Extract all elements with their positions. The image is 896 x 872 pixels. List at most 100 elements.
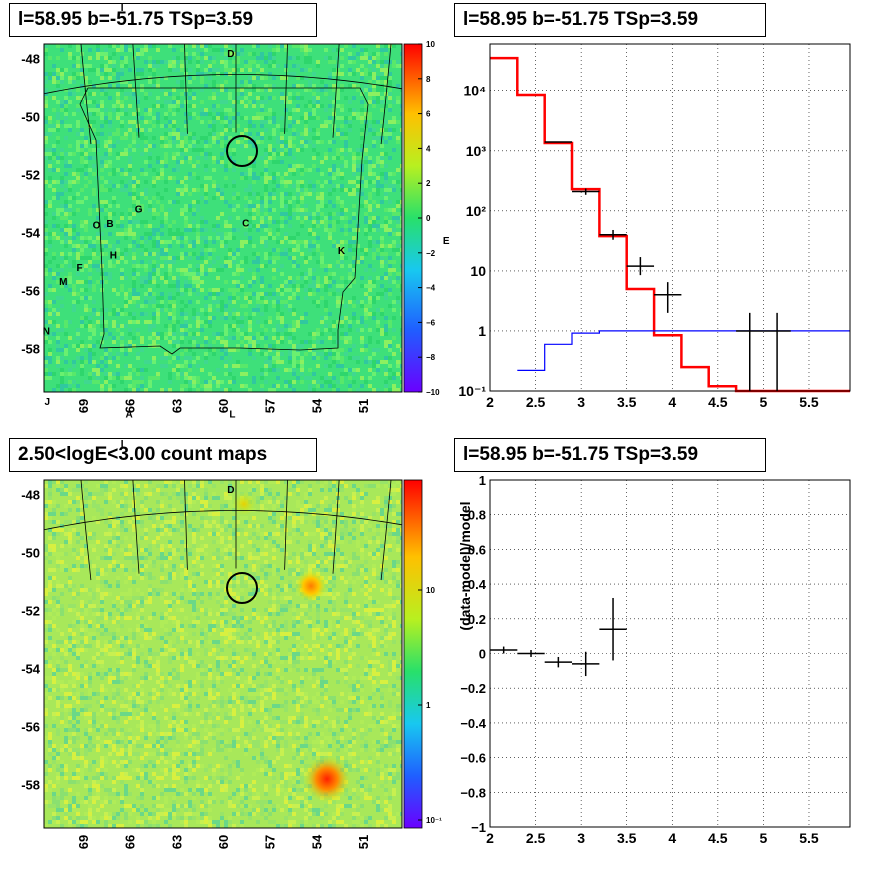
tl-map-pixel [188, 284, 192, 288]
tl-map-pixel [264, 228, 268, 232]
tl-map-pixel [84, 164, 88, 168]
tl-map-pixel [168, 100, 172, 104]
tl-map-pixel [64, 136, 68, 140]
tl-map-pixel [248, 340, 252, 344]
tl-map-pixel [284, 288, 288, 292]
tl-map-pixel [296, 192, 300, 196]
bl-map-pixel [388, 496, 392, 500]
bl-map-pixel [344, 592, 348, 596]
bl-map-pixel [152, 540, 156, 544]
tl-map-pixel [284, 284, 288, 288]
tl-map-pixel [116, 204, 120, 208]
tl-map-pixel [356, 156, 360, 160]
tl-map-pixel [140, 244, 144, 248]
tl-map-pixel [60, 176, 64, 180]
tl-map-pixel [180, 132, 184, 136]
tl-map-pixel [148, 152, 152, 156]
bl-map-pixel [64, 520, 68, 524]
tl-map-pixel [332, 72, 336, 76]
bl-map-pixel [328, 480, 332, 484]
tl-map-pixel [240, 260, 244, 264]
tl-map-pixel [360, 180, 364, 184]
tl-map-pixel [324, 220, 328, 224]
tl-map-pixel [336, 76, 340, 80]
tl-map-pixel [280, 224, 284, 228]
bl-map-pixel [48, 504, 52, 508]
bl-map-pixel [252, 556, 256, 560]
tl-map-pixel [340, 116, 344, 120]
tl-map-pixel [308, 212, 312, 216]
tl-map-pixel [88, 272, 92, 276]
tl-map-pixel [368, 340, 372, 344]
bl-map-pixel [300, 604, 304, 608]
tl-map-pixel [316, 364, 320, 368]
bl-map-pixel [364, 592, 368, 596]
bl-map-pixel [180, 528, 184, 532]
bl-map-pixel [264, 572, 268, 576]
tl-map-pixel [236, 96, 240, 100]
tl-map-pixel [352, 56, 356, 60]
tl-map-pixel [184, 52, 188, 56]
bl-map-pixel [332, 580, 336, 584]
tl-map-pixel [344, 240, 348, 244]
bl-map-pixel [68, 492, 72, 496]
tl-map-pixel [196, 280, 200, 284]
bl-map-pixel [120, 592, 124, 596]
bl-map-pixel [312, 600, 316, 604]
bl-map-pixel [220, 612, 224, 616]
bl-map-pixel [112, 552, 116, 556]
tl-map-pixel [348, 84, 352, 88]
tl-map-pixel [268, 176, 272, 180]
bl-map-pixel [224, 504, 228, 508]
bl-map-pixel [164, 520, 168, 524]
bl-map-pixel [368, 612, 372, 616]
tl-map-pixel [380, 108, 384, 112]
tl-map-pixel [340, 148, 344, 152]
bl-map-pixel [360, 512, 364, 516]
bl-map-pixel [296, 560, 300, 564]
tl-map-pixel [192, 308, 196, 312]
bl-map-pixel [376, 500, 380, 504]
tl-map-pixel [252, 68, 256, 72]
tl-map-pixel [296, 360, 300, 364]
tl-map-pixel [280, 132, 284, 136]
bl-map-pixel [304, 492, 308, 496]
tl-map-pixel [184, 348, 188, 352]
tl-map-pixel [368, 296, 372, 300]
tl-map-pixel [204, 240, 208, 244]
bl-map-pixel [104, 592, 108, 596]
tl-map-pixel [400, 236, 402, 240]
tl-map-pixel [304, 56, 308, 60]
tl-map-pixel [96, 376, 100, 380]
tl-map-pixel [312, 108, 316, 112]
bl-map-pixel [356, 604, 360, 608]
tl-map-pixel [344, 44, 348, 48]
tl-map-pixel [276, 160, 280, 164]
tl-map-pixel [224, 100, 228, 104]
tl-map-pixel [152, 84, 156, 88]
bl-map-pixel [384, 480, 388, 484]
bl-map-pixel [392, 568, 396, 572]
bl-map-pixel [352, 504, 356, 508]
tl-map-pixel [376, 256, 380, 260]
tl-map-pixel [340, 276, 344, 280]
tl-map-pixel [100, 240, 104, 244]
tl-map-pixel [380, 264, 384, 268]
bl-map-pixel [384, 548, 388, 552]
tl-map-pixel [64, 260, 68, 264]
tl-map-pixel [44, 308, 48, 312]
bl-map-pixel [272, 540, 276, 544]
tl-map-pixel [344, 232, 348, 236]
colorbar-tick-label: 2 [426, 179, 431, 188]
tl-map-pixel [56, 156, 60, 160]
tl-map-pixel [144, 48, 148, 52]
tl-map-pixel [124, 136, 128, 140]
tl-map-pixel [92, 148, 96, 152]
bl-map-pixel [128, 556, 132, 560]
tl-map-pixel [80, 340, 84, 344]
tl-map-pixel [208, 372, 212, 376]
tl-map-pixel [172, 220, 176, 224]
bl-map-pixel [208, 504, 212, 508]
tl-map-pixel [256, 64, 260, 68]
bl-map-pixel [288, 540, 292, 544]
